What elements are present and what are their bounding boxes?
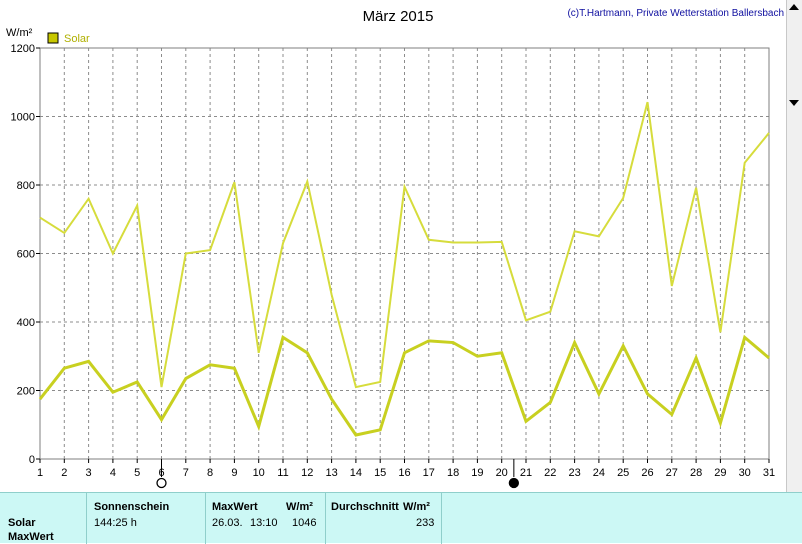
moon-markers (156, 459, 519, 489)
credit-text: (c)T.Hartmann, Private Wetterstation Bal… (567, 8, 784, 19)
x-tick-label: 20 (496, 467, 508, 479)
series-line-avg (38, 334, 770, 437)
x-tick-label: 3 (86, 467, 92, 479)
scroll-down-icon[interactable] (789, 100, 799, 106)
x-tick-label: 31 (763, 467, 775, 479)
y-tick-label: 1000 (11, 112, 35, 124)
x-tick-label: 29 (714, 467, 726, 479)
x-tick-label: 28 (690, 467, 702, 479)
max-header: MaxWert (212, 501, 258, 513)
x-tick-label: 16 (398, 467, 410, 479)
x-tick-label: 7 (183, 467, 189, 479)
max-unit: W/m² (286, 501, 313, 513)
summary-footer: Solar MaxWert Sonnenschein 144:25 h MaxW… (0, 492, 802, 544)
x-tick-label: 1 (37, 467, 43, 479)
row-label-maxwert: MaxWert (8, 531, 54, 543)
x-tick-label: 15 (374, 467, 386, 479)
x-tick-label: 21 (520, 467, 532, 479)
sunshine-header: Sonnenschein (94, 501, 170, 513)
legend-swatch (47, 32, 59, 44)
new-moon-icon (508, 477, 519, 489)
y-tick-label: 1200 (11, 43, 35, 55)
x-tick-label: 26 (641, 467, 653, 479)
max-time: 13:10 (250, 517, 278, 529)
x-tick-label: 24 (593, 467, 605, 479)
legend-label: Solar (64, 33, 90, 45)
x-tick-label: 22 (544, 467, 556, 479)
y-tick-label: 200 (17, 386, 35, 398)
row-label-solar: Solar (8, 517, 36, 529)
x-tick-label: 30 (739, 467, 751, 479)
avg-unit: W/m² (403, 501, 430, 513)
x-tick-label: 2 (61, 467, 67, 479)
chart-title: März 2015 (363, 8, 434, 25)
x-tick-label: 4 (110, 467, 116, 479)
y-tick-label: 800 (17, 180, 35, 192)
max-value: 1046 (292, 517, 317, 529)
series-line-max (39, 101, 770, 389)
grid (40, 48, 769, 459)
x-tick-label: 10 (253, 467, 265, 479)
x-axis: 1234567891011121314151617181920212223242… (37, 459, 775, 479)
x-tick-label: 17 (423, 467, 435, 479)
x-tick-label: 12 (301, 467, 313, 479)
y-axis: 0 200 400 600 800 1000 1200 (11, 43, 40, 466)
x-tick-label: 19 (471, 467, 483, 479)
y-tick-label: 600 (17, 249, 35, 261)
avg-value: 233 (416, 517, 435, 529)
max-date: 26.03. (212, 517, 243, 529)
y-tick-label: 400 (17, 317, 35, 329)
sunshine-value: 144:25 h (94, 517, 137, 529)
x-tick-label: 8 (207, 467, 213, 479)
vertical-scrollbar[interactable] (786, 0, 802, 492)
x-tick-label: 5 (134, 467, 140, 479)
x-tick-label: 27 (666, 467, 678, 479)
x-tick-label: 9 (231, 467, 237, 479)
avg-header: Durchschnitt (331, 501, 399, 513)
scroll-up-icon[interactable] (789, 4, 799, 10)
x-tick-label: 11 (277, 467, 288, 479)
y-tick-label: 0 (29, 454, 35, 466)
full-moon-icon (156, 477, 167, 489)
x-tick-label: 23 (568, 467, 580, 479)
chart: März 2015 (c)T.Hartmann, Private Wetters… (6, 8, 784, 489)
x-tick-label: 18 (447, 467, 459, 479)
x-tick-label: 25 (617, 467, 629, 479)
x-tick-label: 13 (325, 467, 337, 479)
x-tick-label: 14 (350, 467, 362, 479)
y-axis-unit: W/m² (6, 27, 33, 39)
series-group (38, 101, 770, 437)
